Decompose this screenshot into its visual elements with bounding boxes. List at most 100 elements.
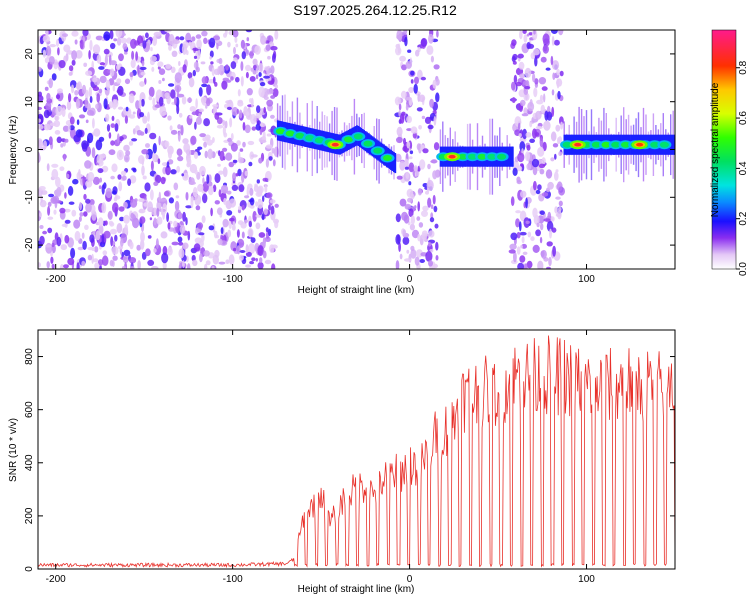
noise-blob	[178, 61, 181, 66]
noise-blob	[140, 231, 145, 243]
noise-blob	[170, 89, 176, 99]
noise-blob	[258, 86, 265, 98]
noise-blob	[221, 80, 228, 90]
noise-blob	[238, 254, 244, 261]
noise-blob	[109, 60, 117, 66]
noise-blob	[48, 136, 53, 146]
noise-blob	[522, 128, 528, 140]
noise-blob	[155, 174, 162, 184]
noise-blob	[533, 87, 538, 98]
noise-blob	[435, 254, 439, 261]
noise-blob	[176, 86, 180, 97]
noise-blob	[248, 161, 253, 167]
noise-blob	[84, 97, 89, 109]
noise-blob	[158, 191, 161, 203]
noise-blob	[394, 96, 401, 106]
noise-blob	[188, 77, 195, 88]
noise-blob	[110, 175, 115, 180]
noise-blob	[56, 186, 62, 197]
noise-blob	[398, 110, 401, 117]
noise-blob	[402, 236, 410, 245]
noise-blob	[209, 37, 216, 48]
noise-blob	[158, 68, 166, 75]
noise-blob	[157, 66, 161, 70]
noise-blob	[546, 266, 551, 269]
noise-blob	[546, 241, 553, 247]
noise-blob	[78, 216, 82, 222]
noise-blob	[248, 220, 252, 228]
noise-blob	[92, 86, 100, 92]
noise-blob	[399, 114, 405, 124]
noise-blob	[55, 38, 60, 47]
noise-blob	[540, 249, 547, 259]
noise-blob	[429, 217, 435, 223]
signal-blob-core	[383, 155, 392, 161]
noise-blob	[182, 211, 187, 222]
noise-blob	[89, 96, 93, 103]
noise-blob	[417, 233, 421, 242]
noise-blob	[46, 163, 50, 172]
noise-blob	[71, 50, 77, 61]
noise-blob	[39, 212, 42, 218]
noise-blob	[270, 46, 278, 51]
noise-blob	[72, 178, 79, 185]
signal-blob-core	[591, 141, 601, 148]
noise-blob	[86, 110, 95, 116]
noise-blob	[274, 84, 278, 89]
noise-blob	[131, 138, 138, 142]
noise-blob	[209, 50, 214, 58]
x-tick-label: -200	[46, 574, 66, 585]
y-tick-label: 200	[24, 507, 35, 524]
noise-blob	[82, 175, 85, 186]
noise-blob	[56, 136, 62, 144]
noise-blob	[395, 260, 400, 269]
noise-blob	[161, 140, 165, 147]
noise-blob	[131, 50, 135, 61]
noise-blob	[128, 93, 135, 104]
noise-blob	[519, 231, 527, 236]
noise-blob	[181, 96, 187, 105]
noise-blob	[556, 68, 560, 76]
noise-blob	[414, 256, 420, 266]
noise-blob	[250, 114, 257, 125]
noise-blob	[228, 198, 237, 208]
noise-blob	[194, 121, 197, 130]
noise-blob	[157, 61, 164, 67]
noise-blob	[517, 53, 524, 59]
noise-blob	[414, 76, 419, 85]
noise-blob	[405, 171, 410, 179]
noise-blob	[399, 55, 406, 62]
noise-blob	[525, 132, 532, 138]
noise-blob	[274, 30, 279, 40]
noise-blob	[246, 88, 253, 96]
noise-blob	[216, 207, 223, 215]
noise-blob	[418, 125, 422, 130]
noise-blob	[199, 165, 206, 176]
noise-blob	[89, 234, 95, 243]
noise-blob	[136, 129, 143, 136]
noise-blob	[217, 66, 220, 76]
noise-blob	[206, 139, 213, 146]
noise-blob	[220, 227, 224, 235]
noise-blob	[555, 169, 559, 173]
noise-blob	[430, 55, 434, 63]
noise-blob	[218, 170, 224, 175]
y-tick-label: 0	[24, 566, 35, 572]
noise-blob	[70, 247, 76, 259]
noise-blob	[408, 208, 414, 218]
noise-blob	[250, 154, 258, 158]
noise-blob	[555, 124, 561, 132]
spectrogram-x-ticks: -200 -100 0 100	[46, 30, 595, 285]
noise-blob	[142, 115, 148, 124]
noise-blob	[172, 39, 180, 45]
noise-blob	[101, 233, 105, 245]
noise-blob	[527, 43, 535, 49]
noise-blob	[554, 153, 557, 160]
noise-blob	[268, 156, 273, 161]
noise-blob	[45, 244, 52, 248]
noise-blob	[246, 37, 250, 42]
noise-blob	[256, 105, 261, 113]
noise-blob	[551, 227, 557, 233]
signal-blob-core	[458, 153, 468, 160]
noise-blob	[272, 88, 279, 98]
